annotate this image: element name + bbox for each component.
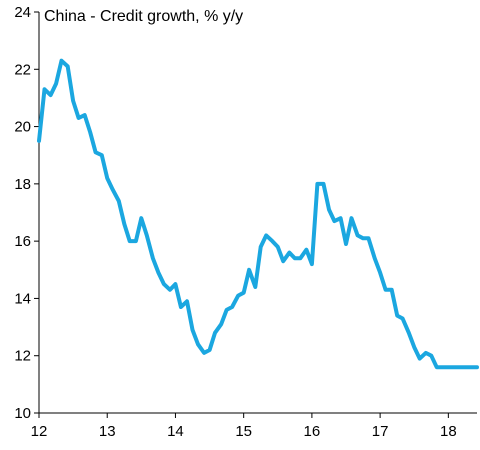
y-tick-label: 16 [14,233,31,250]
y-tick-label: 10 [14,405,31,422]
x-tick-label: 12 [31,423,48,440]
x-tick-label: 13 [99,423,116,440]
x-axis: 12 13 14 15 16 17 18 [31,412,477,440]
y-tick-label: 22 [14,61,31,78]
y-tick-label: 14 [14,290,31,307]
x-tick-label: 17 [372,423,389,440]
x-tick-label: 16 [304,423,321,440]
chart-title: China - Credit growth, % y/y [44,8,243,25]
y-tick-label: 24 [14,4,31,21]
series-group [37,58,479,370]
x-tick-label: 14 [167,423,184,440]
y-tick-label: 18 [14,176,31,193]
x-tick-label: 15 [235,423,252,440]
y-axis: 10 12 14 16 18 20 22 24 [14,4,40,422]
y-tick-label: 20 [14,119,31,136]
y-tick-label: 12 [14,348,31,365]
x-tick-label: 18 [440,423,457,440]
credit-growth-line [37,58,479,370]
